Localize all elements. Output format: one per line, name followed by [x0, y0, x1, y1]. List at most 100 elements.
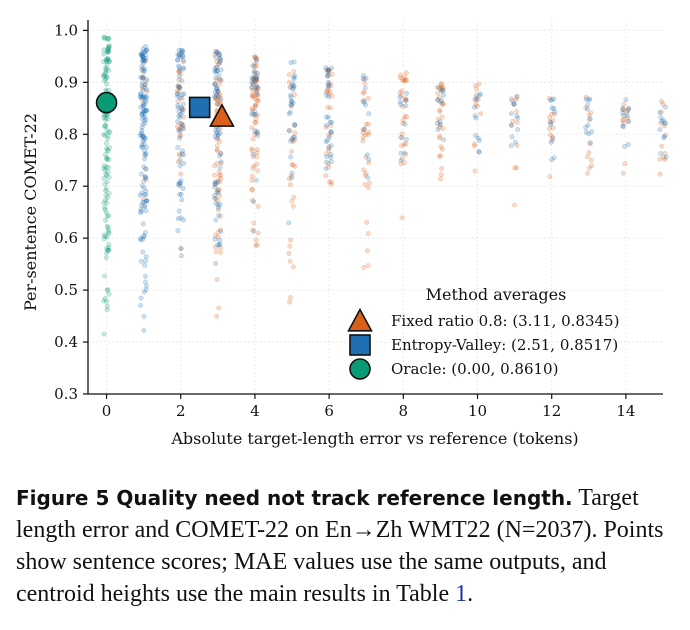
- y-tick-label: 0.5: [54, 281, 78, 299]
- point-entropy-valley: [143, 52, 149, 58]
- point-oracle: [105, 287, 111, 292]
- point-entropy-valley: [660, 117, 666, 123]
- point-fixed-ratio: [552, 111, 558, 117]
- point-entropy-valley: [662, 104, 668, 110]
- point-entropy-valley: [142, 98, 148, 104]
- point-fixed-ratio: [289, 149, 294, 155]
- point-fixed-ratio: [365, 231, 371, 237]
- point-entropy-valley: [177, 181, 183, 187]
- point-entropy-valley: [212, 81, 218, 87]
- point-entropy-valley: [290, 100, 296, 106]
- point-fixed-ratio: [404, 114, 410, 120]
- point-fixed-ratio: [511, 202, 517, 208]
- point-fixed-ratio: [176, 77, 182, 83]
- point-entropy-valley: [144, 283, 149, 289]
- point-oracle: [104, 59, 110, 65]
- point-entropy-valley: [218, 67, 224, 73]
- point-entropy-valley: [217, 51, 222, 57]
- point-entropy-valley: [139, 111, 145, 117]
- point-entropy-valley: [143, 192, 149, 198]
- point-entropy-valley: [325, 94, 331, 100]
- point-entropy-valley: [181, 160, 187, 166]
- point-oracle: [104, 307, 110, 313]
- point-entropy-valley: [143, 44, 148, 49]
- point-oracle: [101, 51, 107, 57]
- point-oracle: [101, 74, 107, 80]
- point-oracle: [103, 192, 109, 198]
- point-entropy-valley: [365, 175, 371, 181]
- point-entropy-valley: [212, 94, 218, 100]
- point-fixed-ratio: [361, 89, 367, 95]
- point-entropy-valley: [180, 54, 186, 60]
- point-fixed-ratio: [286, 79, 292, 85]
- point-fixed-ratio: [287, 299, 293, 305]
- point-entropy-valley: [511, 101, 517, 107]
- point-entropy-valley: [143, 152, 149, 158]
- point-entropy-valley: [661, 135, 667, 141]
- point-entropy-valley: [288, 102, 294, 108]
- point-entropy-valley: [144, 198, 150, 204]
- point-fixed-ratio: [439, 87, 445, 93]
- point-entropy-valley: [142, 273, 148, 279]
- axes: 0.3 0.4 0.5 0.6 0.7 0.8 0.9 1.0 0 2 4 6 8 10 12 14: [54, 20, 663, 420]
- point-entropy-valley: [328, 159, 334, 165]
- point-entropy-valley: [140, 57, 146, 63]
- point-entropy-valley: [290, 87, 296, 92]
- point-entropy-valley: [143, 145, 149, 150]
- point-entropy-valley: [142, 262, 148, 268]
- point-oracle: [102, 70, 108, 76]
- point-entropy-valley: [215, 135, 221, 141]
- point-fixed-ratio: [435, 97, 440, 103]
- table-ref-link[interactable]: 1: [455, 581, 468, 607]
- point-entropy-valley: [175, 57, 181, 63]
- point-entropy-valley: [214, 68, 220, 74]
- point-entropy-valley: [141, 57, 147, 63]
- point-entropy-valley: [587, 140, 593, 146]
- point-entropy-valley: [253, 84, 259, 90]
- point-fixed-ratio: [178, 133, 184, 139]
- point-entropy-valley: [176, 109, 182, 115]
- point-fixed-ratio: [475, 96, 481, 102]
- point-fixed-ratio: [143, 78, 149, 84]
- point-entropy-valley: [140, 249, 146, 255]
- point-entropy-valley: [249, 75, 255, 81]
- y-tick-label: 0.4: [54, 333, 78, 351]
- point-entropy-valley: [178, 47, 184, 53]
- point-fixed-ratio: [214, 77, 220, 83]
- point-oracle: [104, 147, 110, 153]
- point-oracle: [103, 171, 109, 177]
- point-entropy-valley: [138, 171, 144, 177]
- point-entropy-valley: [213, 179, 218, 185]
- point-fixed-ratio: [362, 81, 368, 87]
- point-fixed-ratio: [212, 172, 217, 178]
- point-oracle: [104, 75, 110, 80]
- point-fixed-ratio: [215, 88, 221, 94]
- point-oracle: [107, 129, 113, 135]
- point-fixed-ratio: [218, 176, 224, 182]
- point-oracle: [106, 157, 112, 162]
- y-tick-label: 0.6: [54, 229, 78, 247]
- point-entropy-valley: [217, 241, 223, 247]
- point-fixed-ratio: [250, 94, 256, 100]
- point-oracle: [102, 112, 108, 118]
- point-entropy-valley: [434, 120, 440, 126]
- point-oracle: [103, 74, 109, 80]
- point-fixed-ratio: [327, 80, 332, 86]
- point-fixed-ratio: [215, 49, 221, 55]
- point-entropy-valley: [142, 174, 148, 180]
- point-entropy-valley: [362, 85, 368, 91]
- point-entropy-valley: [475, 135, 481, 141]
- point-entropy-valley: [292, 134, 297, 140]
- point-entropy-valley: [325, 114, 331, 120]
- point-fixed-ratio: [217, 193, 223, 198]
- point-entropy-valley: [212, 69, 218, 75]
- point-fixed-ratio: [255, 112, 260, 118]
- point-oracle: [106, 45, 112, 51]
- point-entropy-valley: [178, 215, 184, 221]
- point-oracle: [103, 68, 109, 74]
- point-entropy-valley: [472, 97, 478, 103]
- point-fixed-ratio: [326, 179, 332, 185]
- point-fixed-ratio: [547, 115, 552, 121]
- point-entropy-valley: [251, 199, 257, 205]
- point-oracle: [101, 131, 107, 137]
